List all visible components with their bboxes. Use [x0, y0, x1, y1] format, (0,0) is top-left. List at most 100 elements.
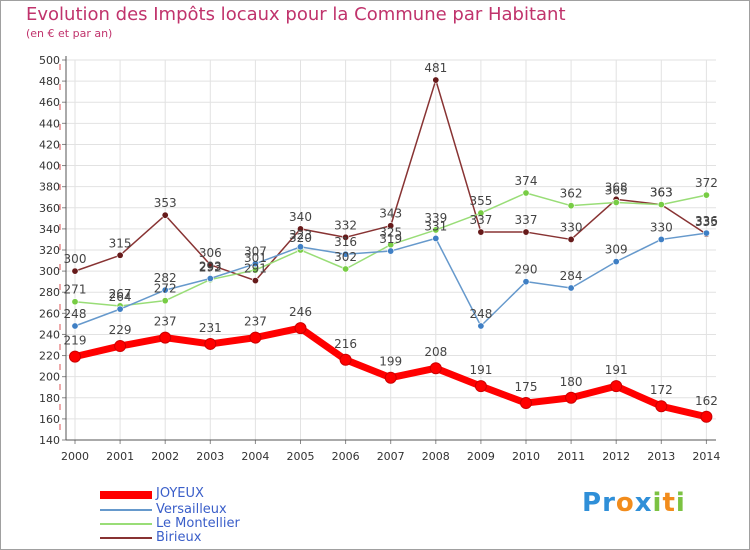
data-point: [296, 225, 304, 233]
x-tick-label: 2008: [422, 450, 450, 463]
data-label: 219: [64, 334, 87, 348]
data-point: [206, 274, 214, 282]
data-label: 331: [424, 219, 447, 233]
data-label: 374: [515, 174, 538, 188]
data-point: [520, 397, 532, 410]
data-point: [657, 201, 665, 209]
data-label: 290: [515, 263, 538, 277]
data-label: 372: [695, 176, 718, 190]
data-label: 363: [650, 186, 673, 200]
data-label: 237: [244, 315, 267, 329]
data-label: 320: [289, 231, 312, 245]
y-tick-label: 480: [39, 75, 60, 88]
y-tick-label: 300: [39, 265, 60, 278]
data-point: [342, 250, 350, 258]
data-label: 306: [199, 246, 222, 260]
data-point: [161, 286, 169, 294]
data-label: 337: [469, 213, 492, 227]
data-label: 355: [469, 194, 492, 208]
data-label: 339: [424, 211, 447, 225]
data-label: 368: [605, 180, 628, 194]
data-label: 330: [650, 220, 673, 234]
data-label: 307: [244, 245, 267, 259]
data-label: 481: [424, 61, 447, 75]
x-tick-label: 2001: [106, 450, 134, 463]
data-label: 365: [605, 184, 628, 198]
data-label: 199: [379, 355, 402, 369]
data-point: [567, 284, 575, 292]
data-label: 271: [64, 283, 87, 297]
x-tick-label: 2010: [512, 450, 540, 463]
proxiti-logo: Proxiti: [582, 488, 686, 518]
logo-letter: r: [602, 488, 616, 518]
data-label: 216: [334, 337, 357, 351]
data-label: 264: [109, 290, 132, 304]
x-tick-label: 2002: [151, 450, 179, 463]
data-label: 162: [695, 394, 718, 408]
data-point: [384, 371, 397, 384]
data-point: [429, 362, 442, 375]
data-label: 248: [469, 307, 492, 321]
legend-swatch-birieux: [100, 537, 152, 539]
y-tick-label: 320: [39, 244, 60, 257]
data-label: 336: [695, 214, 718, 228]
data-label: 248: [64, 307, 87, 321]
data-point: [71, 267, 79, 275]
logo-letter: i: [675, 488, 686, 518]
data-label: 353: [154, 196, 177, 210]
data-label: 340: [289, 210, 312, 224]
data-label: 325: [379, 226, 402, 240]
data-point: [114, 340, 127, 353]
data-point: [522, 189, 530, 197]
data-label: 309: [605, 243, 628, 257]
data-point: [296, 243, 304, 251]
y-tick-label: 140: [39, 434, 60, 447]
data-label: 319: [379, 232, 402, 246]
chart-subtitle: (en € et par an): [26, 27, 113, 40]
data-point: [432, 226, 440, 234]
data-label: 362: [560, 187, 583, 201]
data-label: 237: [154, 315, 177, 329]
data-label: 284: [560, 269, 583, 283]
data-point: [116, 305, 124, 313]
data-label: 267: [109, 287, 132, 301]
data-label: 363: [650, 186, 673, 200]
data-label: 272: [154, 282, 177, 296]
chart-title: Evolution des Impôts locaux pour la Comm…: [26, 4, 566, 25]
data-label: 291: [244, 262, 267, 276]
data-point: [249, 331, 262, 344]
data-point: [612, 199, 620, 207]
data-label: 335: [695, 215, 718, 229]
x-tick-label: 2000: [61, 450, 89, 463]
x-tick-label: 2005: [287, 450, 315, 463]
data-label: 292: [199, 261, 222, 275]
data-point: [69, 350, 81, 363]
data-point: [700, 410, 713, 423]
data-label: 229: [109, 323, 132, 337]
data-label: 323: [289, 228, 312, 242]
legend-swatch-joyeux: [100, 491, 152, 499]
y-tick-label: 420: [39, 138, 60, 151]
data-point: [432, 76, 440, 84]
y-tick-label: 180: [39, 392, 60, 405]
x-tick-label: 2014: [692, 450, 720, 463]
x-tick-label: 2006: [332, 450, 360, 463]
logo-letter: i: [652, 488, 663, 518]
data-label: 337: [515, 213, 538, 227]
data-point: [387, 222, 395, 230]
data-label: 282: [154, 271, 177, 285]
data-point: [387, 247, 395, 255]
data-point: [612, 258, 620, 266]
x-tick-label: 2004: [241, 450, 269, 463]
y-tick-label: 260: [39, 307, 60, 320]
data-point: [71, 298, 79, 306]
data-point: [71, 322, 79, 330]
legend-label-le-montellier: Le Montellier: [156, 516, 240, 531]
x-tick-label: 2013: [647, 450, 675, 463]
logo-letter: x: [634, 488, 653, 518]
data-point: [159, 331, 172, 344]
data-point: [161, 297, 169, 305]
data-point: [567, 235, 575, 243]
